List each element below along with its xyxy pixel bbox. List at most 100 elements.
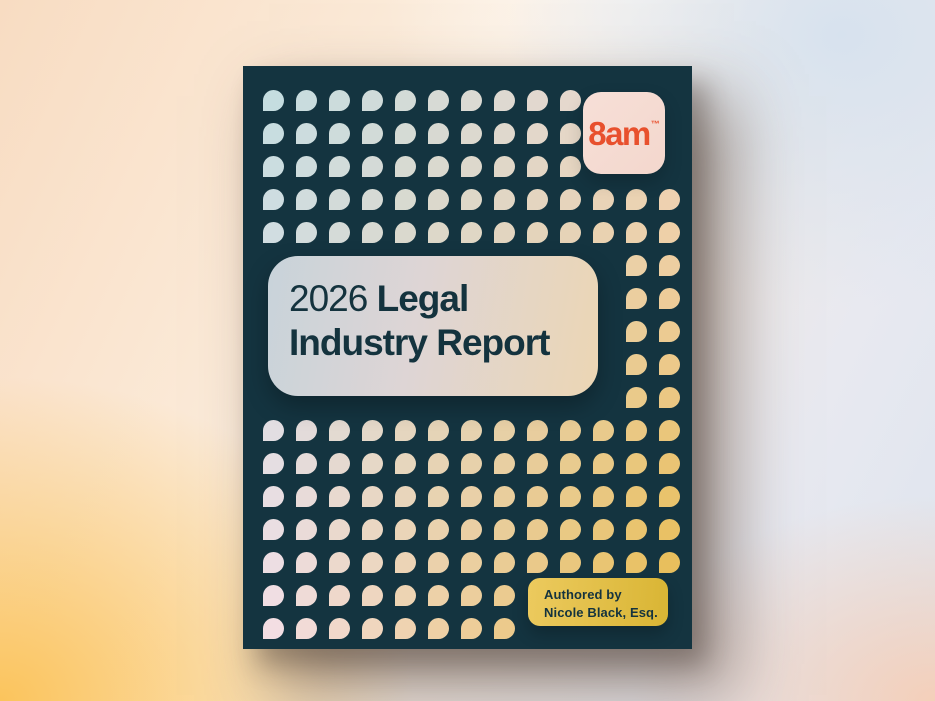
- dot-pattern: [243, 66, 692, 649]
- title-panel: 2026 Legal Industry Report: [268, 256, 598, 396]
- droplet-dot: [494, 420, 515, 441]
- droplet-dot: [560, 189, 581, 210]
- droplet-dot: [560, 486, 581, 507]
- droplet-dot: [626, 255, 647, 276]
- droplet-dot: [362, 156, 383, 177]
- droplet-dot: [626, 321, 647, 342]
- droplet-dot: [362, 222, 383, 243]
- droplet-dot: [428, 552, 449, 573]
- droplet-dot: [626, 519, 647, 540]
- droplet-dot: [494, 123, 515, 144]
- droplet-dot: [494, 486, 515, 507]
- droplet-dot: [428, 189, 449, 210]
- droplet-dot: [329, 420, 350, 441]
- droplet-dot: [593, 486, 614, 507]
- logo-text: 8am™: [588, 117, 660, 150]
- droplet-dot: [527, 189, 548, 210]
- droplet-dot: [428, 585, 449, 606]
- droplet-dot: [263, 486, 284, 507]
- droplet-dot: [362, 453, 383, 474]
- droplet-dot: [659, 453, 680, 474]
- droplet-dot: [362, 585, 383, 606]
- droplet-dot: [362, 486, 383, 507]
- report-cover: 8am™ 2026 Legal Industry Report Authored…: [243, 66, 692, 649]
- droplet-dot: [593, 552, 614, 573]
- droplet-dot: [428, 420, 449, 441]
- author-label: Authored by: [544, 587, 622, 602]
- droplet-dot: [659, 420, 680, 441]
- droplet-dot: [362, 420, 383, 441]
- droplet-dot: [296, 453, 317, 474]
- droplet-dot: [263, 618, 284, 639]
- droplet-dot: [362, 618, 383, 639]
- droplet-dot: [428, 486, 449, 507]
- droplet-dot: [461, 222, 482, 243]
- droplet-dot: [527, 222, 548, 243]
- author-name: Nicole Black, Esq.: [544, 604, 658, 620]
- logo-card: 8am™: [583, 92, 665, 174]
- title-word-legal: Legal: [376, 278, 470, 319]
- droplet-dot: [626, 453, 647, 474]
- droplet-dot: [296, 189, 317, 210]
- droplet-dot: [593, 453, 614, 474]
- droplet-dot: [395, 519, 416, 540]
- droplet-dot: [395, 420, 416, 441]
- droplet-dot: [659, 519, 680, 540]
- droplet-dot: [494, 156, 515, 177]
- droplet-dot: [263, 156, 284, 177]
- droplet-dot: [428, 519, 449, 540]
- droplet-dot: [329, 189, 350, 210]
- title-year: 2026: [289, 278, 368, 319]
- droplet-dot: [395, 156, 416, 177]
- droplet-dot: [626, 222, 647, 243]
- droplet-dot: [494, 618, 515, 639]
- droplet-dot: [659, 288, 680, 309]
- droplet-dot: [362, 123, 383, 144]
- droplet-dot: [461, 618, 482, 639]
- droplet-dot: [659, 189, 680, 210]
- droplet-dot: [395, 189, 416, 210]
- droplet-dot: [494, 519, 515, 540]
- droplet-dot: [659, 354, 680, 375]
- droplet-dot: [329, 222, 350, 243]
- droplet-dot: [329, 453, 350, 474]
- droplet-dot: [263, 519, 284, 540]
- droplet-dot: [428, 123, 449, 144]
- droplet-dot: [329, 156, 350, 177]
- droplet-dot: [527, 519, 548, 540]
- droplet-dot: [296, 486, 317, 507]
- droplet-dot: [362, 90, 383, 111]
- droplet-dot: [362, 519, 383, 540]
- droplet-dot: [329, 123, 350, 144]
- report-title: 2026 Legal Industry Report: [268, 256, 598, 366]
- droplet-dot: [263, 453, 284, 474]
- title-line2: Industry Report: [289, 322, 550, 364]
- droplet-dot: [428, 618, 449, 639]
- droplet-dot: [296, 90, 317, 111]
- droplet-dot: [527, 123, 548, 144]
- droplet-dot: [626, 288, 647, 309]
- droplet-dot: [560, 90, 581, 111]
- droplet-dot: [593, 420, 614, 441]
- droplet-dot: [461, 585, 482, 606]
- droplet-dot: [296, 519, 317, 540]
- droplet-dot: [395, 552, 416, 573]
- droplet-dot: [659, 222, 680, 243]
- droplet-dot: [395, 90, 416, 111]
- droplet-dot: [395, 123, 416, 144]
- droplet-dot: [263, 585, 284, 606]
- droplet-dot: [461, 519, 482, 540]
- droplet-dot: [461, 552, 482, 573]
- droplet-dot: [560, 420, 581, 441]
- droplet-dot: [263, 189, 284, 210]
- droplet-dot: [263, 90, 284, 111]
- droplet-dot: [362, 552, 383, 573]
- logo-wordmark: 8am: [588, 114, 651, 152]
- droplet-dot: [461, 189, 482, 210]
- droplet-dot: [659, 552, 680, 573]
- droplet-dot: [560, 552, 581, 573]
- droplet-dot: [395, 453, 416, 474]
- droplet-dot: [659, 387, 680, 408]
- droplet-dot: [560, 222, 581, 243]
- droplet-dot: [461, 486, 482, 507]
